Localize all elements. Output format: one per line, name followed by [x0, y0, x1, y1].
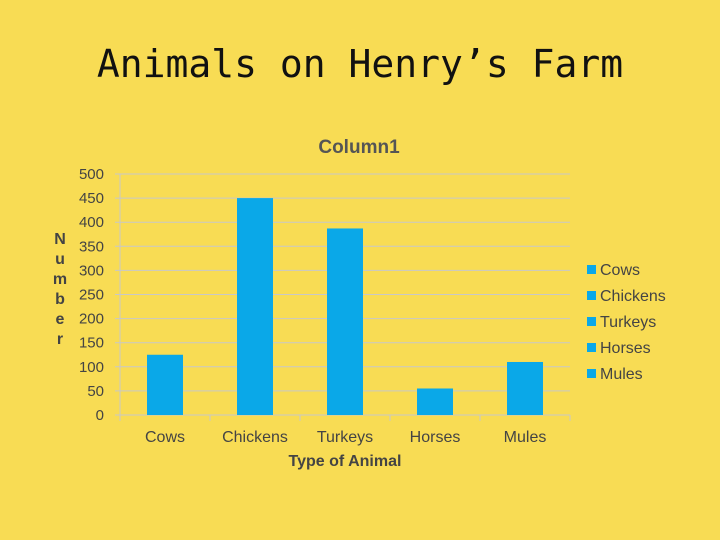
x-category-label: Chickens [222, 429, 288, 446]
y-tick-label: 350 [79, 238, 104, 255]
y-tick-label: 300 [79, 262, 104, 279]
legend: Cows Chickens Turkeys Horses Mules [587, 262, 666, 383]
y-tick-label: 50 [87, 383, 104, 400]
legend-label: Cows [600, 262, 640, 279]
x-category-label: Turkeys [317, 429, 373, 446]
x-category-label: Mules [504, 429, 547, 446]
y-tick-label: 0 [96, 407, 104, 424]
legend-label: Chickens [600, 288, 666, 305]
y-tick-label: 150 [79, 335, 104, 352]
legend-swatch [587, 291, 596, 300]
x-category-label: Cows [145, 429, 185, 446]
chart-title: Column1 [318, 137, 400, 158]
x-axis-title: Type of Animal [289, 453, 402, 470]
y-axis-title-letter: e [56, 311, 65, 328]
y-tick-label: 200 [79, 311, 104, 328]
bar-cows [147, 354, 183, 415]
slide-title: Animals on Henry’s Farm [96, 42, 624, 86]
bars [147, 198, 543, 415]
legend-swatch [587, 369, 596, 378]
legend-label: Mules [600, 366, 643, 383]
y-axis-title-letter: N [54, 231, 66, 248]
legend-swatch [587, 343, 596, 352]
y-tick-label: 100 [79, 359, 104, 376]
bar-turkeys [327, 228, 363, 415]
x-axis-categories: Cows Chickens Turkeys Horses Mules [145, 429, 546, 446]
y-tick-label: 250 [79, 287, 104, 304]
y-axis-title-letter: m [53, 271, 67, 288]
legend-swatch [587, 317, 596, 326]
y-tick-label: 450 [79, 190, 104, 207]
y-tick-label: 400 [79, 214, 104, 231]
y-axis-title-letter: b [55, 291, 65, 308]
y-tick-label: 500 [79, 166, 104, 183]
bar-mules [507, 361, 543, 415]
legend-label: Turkeys [600, 314, 656, 331]
y-axis-title-letter: r [57, 331, 63, 348]
y-axis-title-letter: u [55, 251, 65, 268]
y-axis-ticks: 0 50 100 150 200 250 300 350 400 450 500 [79, 166, 104, 424]
legend-label: Horses [600, 340, 651, 357]
x-category-label: Horses [410, 429, 461, 446]
bar-chickens [237, 198, 273, 415]
legend-swatch [587, 265, 596, 274]
bar-horses [417, 388, 453, 415]
